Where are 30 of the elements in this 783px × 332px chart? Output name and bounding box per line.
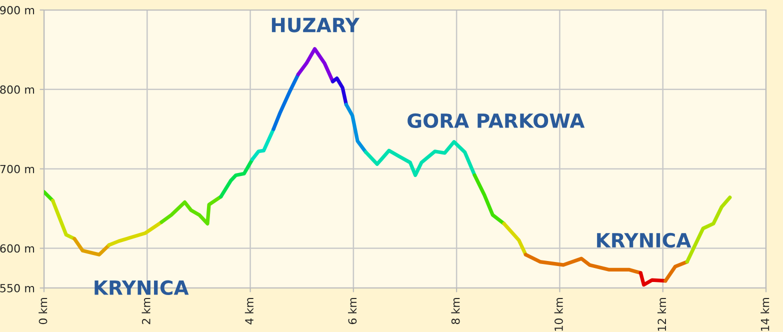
line-series: [250, 127, 276, 162]
y-tick-label: 900 m: [0, 6, 34, 14]
x-tick-label: 14 km: [760, 298, 770, 331]
annotation: KRYNICA: [94, 280, 189, 296]
x-tick-label: 6 km: [348, 298, 357, 324]
line-series: [219, 158, 254, 198]
line-series: [296, 47, 335, 84]
x-tick-label: 2 km: [142, 298, 150, 324]
x-tick-label: 4 km: [244, 298, 254, 324]
line-series: [272, 72, 300, 131]
line-series: [472, 173, 506, 226]
line-series: [344, 102, 368, 154]
annotation: GORA PARKOWA: [408, 113, 585, 128]
x-tick-label: 12 km: [657, 298, 666, 331]
line-series: [107, 220, 164, 247]
annotation: KRYNICA: [597, 232, 692, 248]
annotation: HUZARY: [272, 18, 360, 32]
x-tick-label: 10 km: [554, 298, 563, 331]
y-tick-label: 800 m: [0, 85, 34, 94]
y-tick-label: 600 m: [0, 244, 34, 253]
line-series: [638, 271, 668, 287]
y-tick-label: 700 m: [0, 164, 34, 174]
line-series: [72, 236, 111, 256]
x-tick-label: 8 km: [451, 298, 460, 324]
line-series: [160, 194, 223, 226]
y-tick-label: 550 m: [0, 284, 34, 292]
x-tick-label: 0 km: [38, 298, 48, 324]
line-series: [330, 76, 348, 106]
line-series: [364, 140, 476, 178]
line-series: [524, 252, 642, 275]
